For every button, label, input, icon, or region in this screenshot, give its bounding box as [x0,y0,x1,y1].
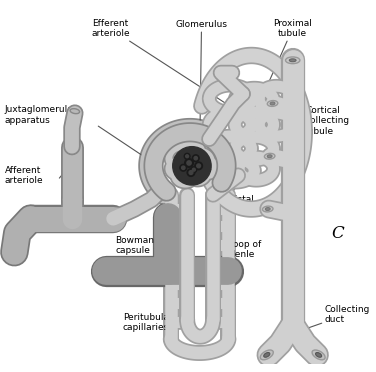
Ellipse shape [70,109,80,114]
Text: Cortical
collecting
tubule: Cortical collecting tubule [305,106,349,136]
Ellipse shape [312,350,325,360]
Circle shape [184,153,190,159]
Circle shape [182,166,185,170]
Circle shape [195,162,203,170]
Ellipse shape [264,353,270,357]
Ellipse shape [315,353,321,357]
Text: Proximal
tubule: Proximal tubule [269,19,312,82]
Text: Bowman's
capsule: Bowman's capsule [115,236,161,255]
Ellipse shape [289,59,296,62]
Circle shape [187,169,195,176]
Ellipse shape [267,155,272,158]
Circle shape [193,155,199,161]
Ellipse shape [285,57,300,64]
Ellipse shape [260,350,273,360]
Ellipse shape [262,206,273,212]
Ellipse shape [270,102,275,105]
Text: C: C [331,225,344,241]
Text: Efferent
arteriole: Efferent arteriole [91,19,230,106]
Text: Afferent
arteriole: Afferent arteriole [5,166,43,185]
Circle shape [191,167,197,173]
Circle shape [193,168,195,171]
Text: Peritubular
capillaries: Peritubular capillaries [123,312,173,332]
Text: Distal
tubule: Distal tubule [228,195,258,214]
Circle shape [185,158,193,167]
Ellipse shape [264,153,275,159]
Circle shape [180,164,186,171]
Circle shape [189,171,193,174]
Circle shape [197,164,200,168]
Ellipse shape [265,208,270,211]
Circle shape [187,161,191,165]
Text: Collecting
duct: Collecting duct [324,305,370,324]
Text: Loop of
Henle: Loop of Henle [228,240,262,259]
Circle shape [186,155,189,158]
Text: Juxtaglomerular
apparatus: Juxtaglomerular apparatus [5,105,77,125]
Circle shape [194,157,197,160]
Ellipse shape [267,100,278,106]
Circle shape [173,147,211,185]
Text: Glomerulus: Glomerulus [176,20,227,156]
